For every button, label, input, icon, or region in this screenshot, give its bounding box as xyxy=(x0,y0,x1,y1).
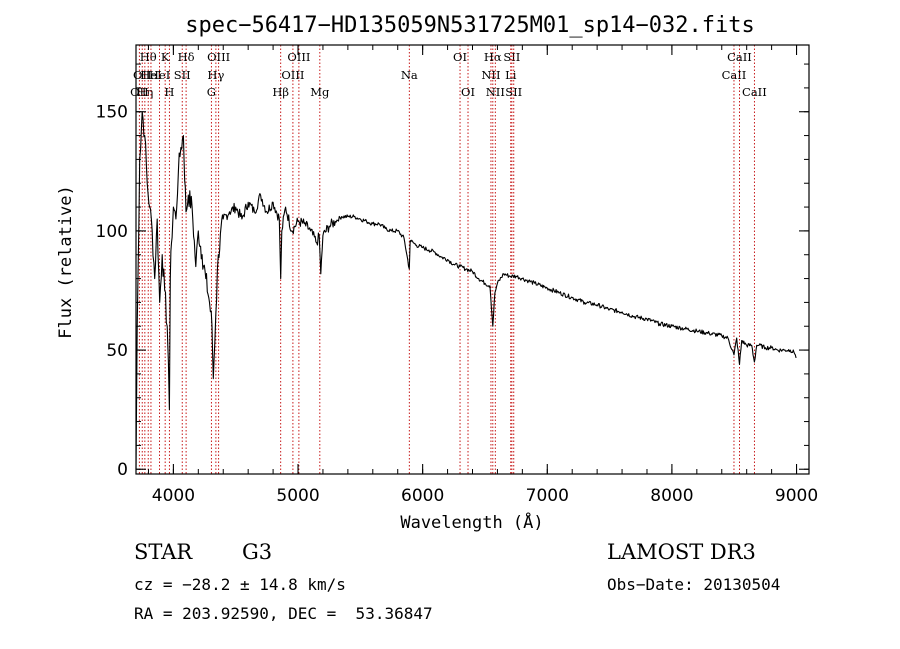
line-marker-label: Hγ xyxy=(207,68,224,82)
x-tick-label: 5000 xyxy=(276,486,319,506)
line-marker-label: Hα xyxy=(484,50,502,64)
line-marker-label: Mg xyxy=(310,85,330,99)
line-marker-label: Hθ xyxy=(140,50,157,64)
line-marker-label: Hδ xyxy=(178,50,195,64)
survey-name: LAMOST DR3 xyxy=(607,540,756,564)
x-tick-label: 6000 xyxy=(401,486,444,506)
x-tick-label: 7000 xyxy=(526,486,569,506)
object-subclass: G3 xyxy=(242,540,272,564)
line-marker-label: OII xyxy=(130,85,149,99)
chart-title: spec−56417−HD135059N531725M01_sp14−032.f… xyxy=(185,13,755,38)
y-axis-label: Flux (relative) xyxy=(56,185,76,339)
observation-date: Obs−Date: 20130504 xyxy=(607,575,780,594)
line-marker-label: Hη xyxy=(136,85,153,99)
line-marker-label: K xyxy=(161,50,170,64)
plot-frame xyxy=(135,44,810,475)
x-axis-label: Wavelength (Å) xyxy=(400,511,543,533)
y-tick-label: 100 xyxy=(96,222,128,242)
line-marker-label: OIII xyxy=(287,50,310,64)
line-marker-label: OII xyxy=(133,68,152,82)
x-tick-label: 4000 xyxy=(152,486,195,506)
line-marker-label: SII xyxy=(174,68,191,82)
line-marker-label: NII xyxy=(481,68,500,82)
line-marker-label: Li xyxy=(505,68,517,82)
y-tick-label: 150 xyxy=(96,103,128,123)
x-tick-label: 8000 xyxy=(650,486,693,506)
line-marker-label: OIII xyxy=(281,68,304,82)
line-marker-label: CaII xyxy=(742,85,767,99)
line-marker-label: SII xyxy=(503,50,520,64)
line-marker-label: CaII xyxy=(727,50,752,64)
line-marker-label: H xyxy=(164,85,174,99)
y-tick-label: 50 xyxy=(106,341,128,361)
line-marker-label: CaII xyxy=(722,68,747,82)
line-marker-label: OI xyxy=(453,50,467,64)
line-marker-label: OIII xyxy=(207,50,230,64)
line-marker-label: Na xyxy=(401,68,418,82)
line-marker-label: Hβ xyxy=(272,85,289,99)
axis-ticks: 4000 5000 6000 7000 8000 9000 0 50 100 150 xyxy=(96,45,818,506)
redshift-readout: cz = −28.2 ± 14.8 km/s xyxy=(134,575,346,594)
x-tick-label: 9000 xyxy=(775,486,818,506)
line-marker-label: HeI xyxy=(140,68,161,82)
line-marker-label: HeI xyxy=(149,68,170,82)
coordinates-readout: RA = 203.92590, DEC = 53.36847 xyxy=(134,604,433,623)
line-marker-label: G xyxy=(207,85,216,99)
spectral-line-markers: OIIOIIHηHθHeIHeIKHSIIHδGHγOIIIHβOIIIOIII… xyxy=(130,45,767,474)
object-class: STAR xyxy=(134,540,193,564)
line-marker-label: OI xyxy=(461,85,475,99)
line-marker-label: NII xyxy=(486,85,505,99)
spectrum-line xyxy=(135,111,797,470)
y-tick-label: 0 xyxy=(117,460,128,480)
line-marker-label: SII xyxy=(505,85,522,99)
